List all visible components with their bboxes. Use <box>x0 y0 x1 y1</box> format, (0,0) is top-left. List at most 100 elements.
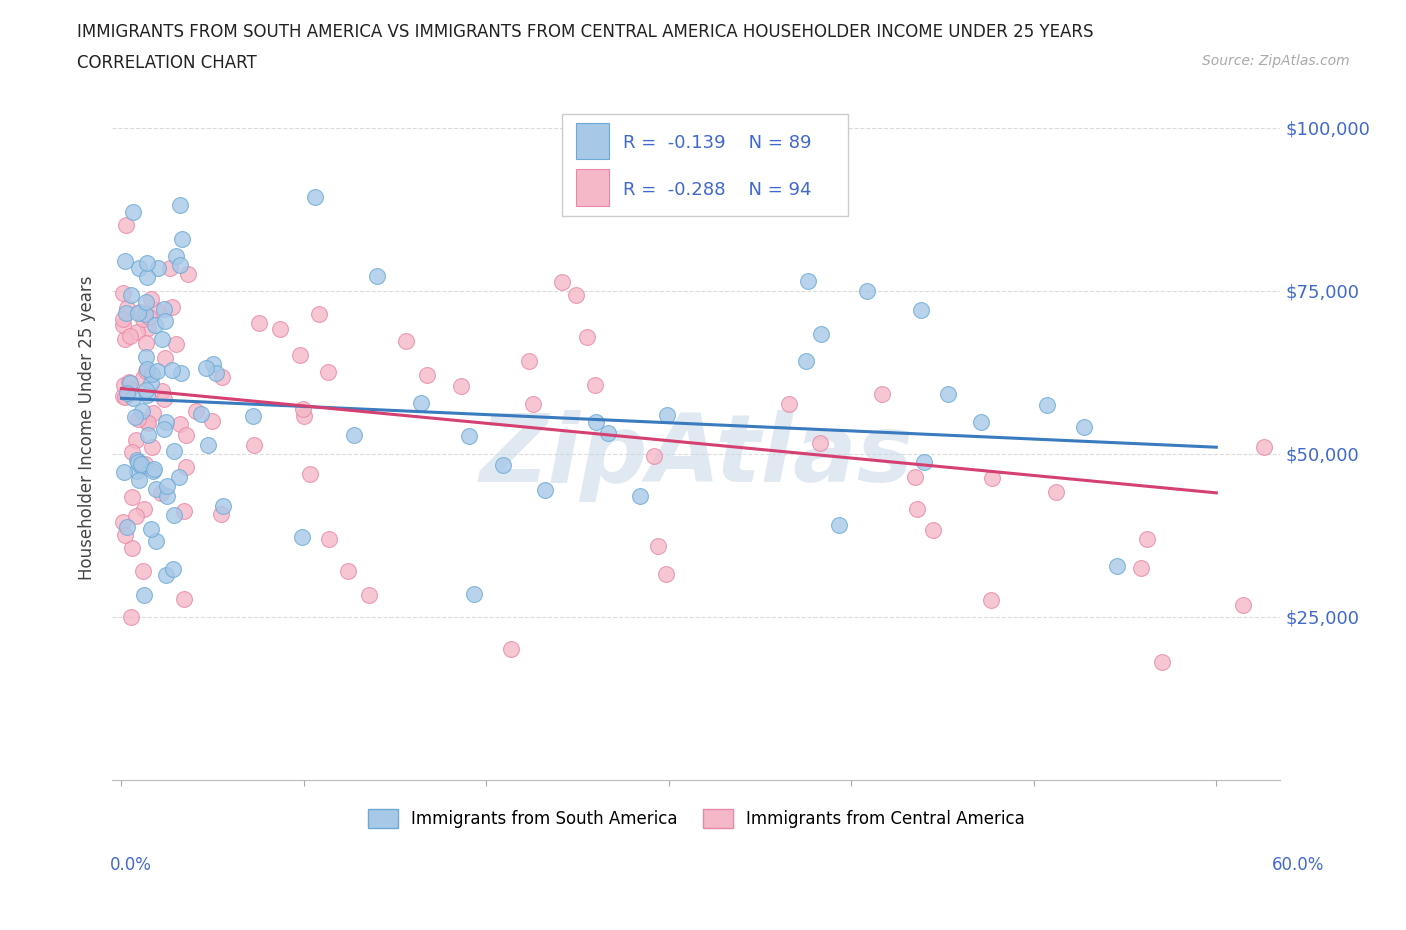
Point <box>808 435 831 450</box>
Point <box>163 444 186 458</box>
Bar <box>576 123 609 159</box>
Point <box>647 538 669 553</box>
Point <box>114 390 136 405</box>
Point <box>139 291 162 306</box>
Point <box>585 415 607 430</box>
Text: 60.0%: 60.0% <box>1272 857 1324 874</box>
Point <box>457 429 479 444</box>
Point <box>122 391 145 405</box>
Point <box>870 387 893 402</box>
Text: 0.0%: 0.0% <box>110 857 152 874</box>
Point <box>156 479 179 494</box>
Point <box>162 562 184 577</box>
Point <box>907 502 929 517</box>
Point <box>492 458 515 472</box>
Point <box>112 464 135 479</box>
Point <box>415 367 437 382</box>
Point <box>131 370 153 385</box>
Point <box>118 329 141 344</box>
Point <box>517 353 540 368</box>
Point <box>141 366 163 381</box>
Point <box>114 331 136 346</box>
Point <box>136 415 159 430</box>
Text: Source: ZipAtlas.com: Source: ZipAtlas.com <box>1202 54 1350 68</box>
Point <box>135 364 157 379</box>
Point <box>114 253 136 268</box>
Point <box>136 270 159 285</box>
Point <box>145 303 167 318</box>
Point <box>145 482 167 497</box>
Point <box>288 347 311 362</box>
Point <box>136 415 159 430</box>
Text: R =  -0.139    N = 89: R = -0.139 N = 89 <box>623 134 811 152</box>
Point <box>1045 485 1067 499</box>
Point <box>142 464 165 479</box>
Y-axis label: Householder Income Under 25 years: Householder Income Under 25 years <box>79 275 96 580</box>
Point <box>628 488 651 503</box>
Point <box>112 389 135 404</box>
Point <box>160 300 183 315</box>
Point <box>127 454 149 469</box>
Point <box>129 304 152 319</box>
Point <box>176 266 198 281</box>
Point <box>120 287 142 302</box>
Point <box>359 588 381 603</box>
Point <box>136 320 159 335</box>
Point <box>169 197 191 212</box>
Point <box>174 428 197 443</box>
Point <box>970 415 993 430</box>
Point <box>125 325 148 339</box>
Point <box>912 455 935 470</box>
Point <box>122 205 145 219</box>
Point <box>922 523 945 538</box>
Point <box>655 566 678 581</box>
Point <box>138 309 160 324</box>
Point <box>174 459 197 474</box>
Point <box>1152 655 1174 670</box>
Point <box>146 261 169 276</box>
Point <box>129 458 152 473</box>
Point <box>173 591 195 606</box>
Point <box>186 404 208 418</box>
Point <box>308 307 330 322</box>
Point <box>141 376 163 391</box>
Point <box>165 248 187 263</box>
Point <box>194 361 217 376</box>
Point <box>114 528 136 543</box>
Point <box>366 269 388 284</box>
Point <box>318 532 340 547</box>
Point <box>643 449 665 464</box>
Point <box>980 471 1002 485</box>
Point <box>1129 561 1152 576</box>
Point <box>211 369 233 384</box>
Point <box>190 406 212 421</box>
Point <box>141 522 163 537</box>
Point <box>141 440 163 455</box>
Point <box>120 609 142 624</box>
Point <box>169 470 191 485</box>
Point <box>125 463 148 478</box>
Point <box>127 306 149 321</box>
Point <box>127 412 149 427</box>
Point <box>655 407 678 422</box>
Point <box>1136 532 1159 547</box>
Point <box>205 365 228 380</box>
Point <box>291 529 314 544</box>
Point <box>304 190 326 205</box>
Point <box>129 457 152 472</box>
Point <box>118 375 141 390</box>
Point <box>980 592 1002 607</box>
Text: R =  -0.288    N = 94: R = -0.288 N = 94 <box>623 180 811 199</box>
Point <box>576 329 599 344</box>
Point <box>936 386 959 401</box>
Point <box>499 642 522 657</box>
Point <box>904 470 927 485</box>
Point <box>1036 398 1059 413</box>
Point <box>155 567 177 582</box>
Point <box>1253 440 1275 455</box>
Point <box>242 438 264 453</box>
Point <box>125 432 148 447</box>
Point <box>134 457 156 472</box>
Point <box>152 421 174 436</box>
Point <box>145 534 167 549</box>
